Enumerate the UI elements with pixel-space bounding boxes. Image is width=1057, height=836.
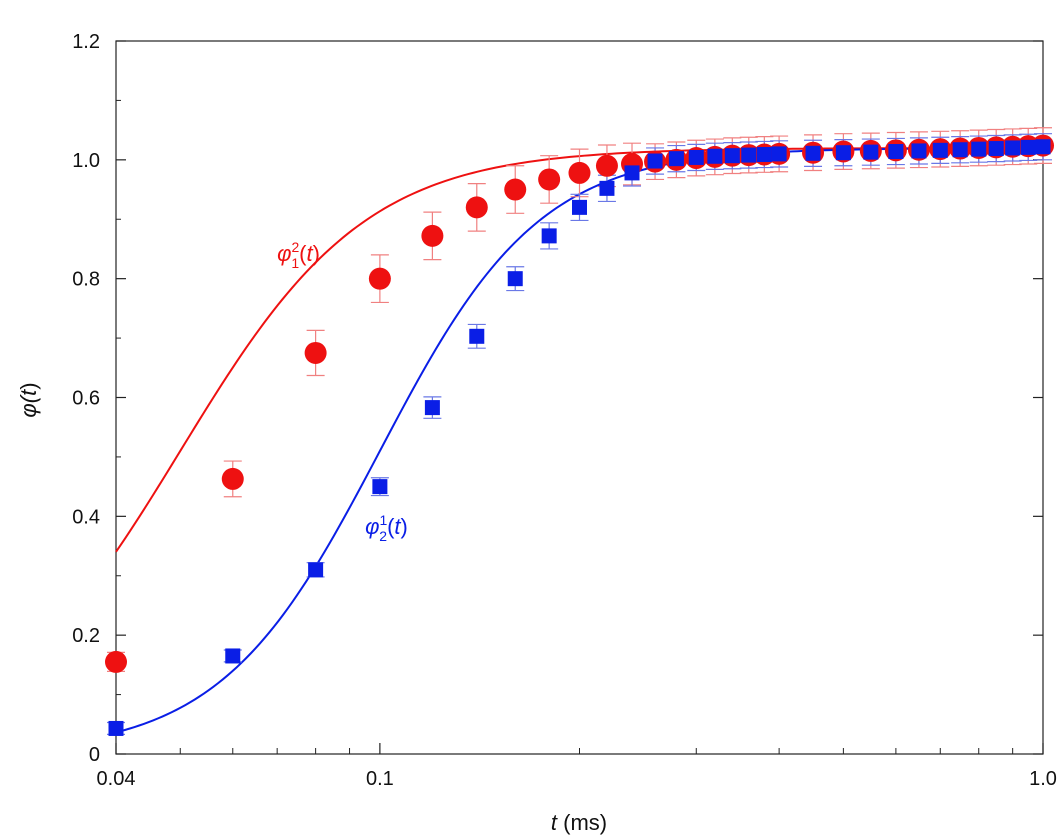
- data-point-series-1: [504, 178, 527, 201]
- y-axis-label-var: t: [16, 389, 41, 396]
- series-label-part: (: [299, 241, 307, 266]
- data-point-series-2: [469, 328, 485, 344]
- data-point-series-2: [932, 142, 948, 158]
- series-label-part: 2: [379, 528, 387, 544]
- data-point-series-2: [372, 479, 388, 495]
- x-axis: 0.04 0.1 1.0: [97, 743, 1057, 790]
- data-point-series-2: [572, 199, 587, 215]
- y-tick-label: 1.2: [72, 31, 100, 53]
- data-point-series-2: [599, 180, 615, 196]
- series-label-part: φ: [277, 241, 291, 266]
- data-point-series-2: [724, 148, 740, 164]
- error-bars: [107, 127, 1052, 735]
- data-point-series-2: [1035, 139, 1051, 155]
- y-axis: 0 0.2 0.4 0.6 0.8 1.0 1.2: [72, 31, 1043, 766]
- y-axis-label-close: ): [16, 382, 41, 389]
- x-axis-label: t (ms): [551, 810, 607, 835]
- data-point-series-2: [1005, 140, 1021, 156]
- data-point-series-2: [952, 142, 968, 158]
- data-point-series-2: [668, 151, 684, 167]
- data-point-series-2: [707, 148, 723, 164]
- data-point-series-2: [771, 146, 787, 162]
- data-markers: [105, 134, 1054, 736]
- data-point-series-2: [888, 144, 904, 160]
- series-label-part: 1: [379, 512, 387, 528]
- data-point-series-2: [1020, 139, 1036, 155]
- data-point-series-1: [304, 341, 327, 364]
- data-point-series-2: [911, 143, 927, 159]
- data-point-series-2: [225, 648, 241, 664]
- series-label-2: φ1 2(t): [365, 512, 408, 544]
- data-point-series-2: [308, 562, 324, 578]
- y-axis-label-func: φ(: [16, 393, 41, 417]
- data-point-series-2: [835, 145, 851, 161]
- data-point-series-2: [541, 228, 557, 244]
- series-label-part: 1: [291, 255, 299, 271]
- series-label-part: 2: [292, 239, 300, 255]
- data-point-series-2: [688, 149, 704, 165]
- fit-curves: [115, 147, 1044, 734]
- data-point-series-2: [507, 271, 523, 287]
- x-tick-label: 0.1: [366, 768, 394, 790]
- y-tick-label: 0.6: [72, 388, 100, 410]
- data-point-series-2: [424, 400, 440, 416]
- data-point-series-1: [595, 154, 618, 177]
- data-point-series-2: [756, 146, 772, 162]
- series-annotations: φ2 1(t)φ1 2(t): [277, 239, 408, 544]
- x-axis-label-unit: (ms): [557, 810, 607, 835]
- data-point-series-2: [741, 147, 757, 163]
- y-axis-label: φ(t): [16, 382, 41, 417]
- data-point-series-1: [568, 161, 591, 184]
- data-point-series-1: [421, 224, 444, 247]
- series-label-part: φ: [365, 514, 379, 539]
- x-axis-label-var: t: [551, 810, 558, 835]
- fit-curve-2: [115, 147, 1044, 734]
- data-point-series-2: [988, 141, 1004, 157]
- data-point-series-2: [863, 144, 879, 160]
- data-point-series-1: [221, 467, 244, 490]
- x-tick-label: 0.04: [97, 768, 136, 790]
- data-point-series-1: [538, 168, 561, 191]
- x-tick-label: 1.0: [1029, 768, 1057, 790]
- y-tick-label: 1.0: [72, 150, 100, 172]
- y-tick-label: 0: [89, 744, 100, 766]
- y-tick-label: 0.8: [72, 269, 100, 291]
- data-point-series-1: [105, 650, 127, 673]
- data-point-series-1: [368, 267, 391, 290]
- series-label-1: φ2 1(t): [277, 239, 320, 271]
- series-label-part: (: [387, 514, 395, 539]
- data-point-series-2: [647, 153, 663, 169]
- series-label-part: t: [394, 514, 401, 539]
- data-point-series-2: [624, 165, 640, 181]
- data-point-series-2: [971, 141, 987, 157]
- series-label-part: ): [401, 514, 408, 539]
- data-point-series-1: [465, 196, 488, 219]
- series-label-part: t: [306, 241, 313, 266]
- y-tick-label: 0.4: [72, 506, 100, 528]
- data-point-series-2: [108, 720, 124, 736]
- y-tick-label: 0.2: [72, 625, 100, 647]
- data-point-series-2: [805, 145, 821, 161]
- series-label-part: ): [313, 241, 320, 266]
